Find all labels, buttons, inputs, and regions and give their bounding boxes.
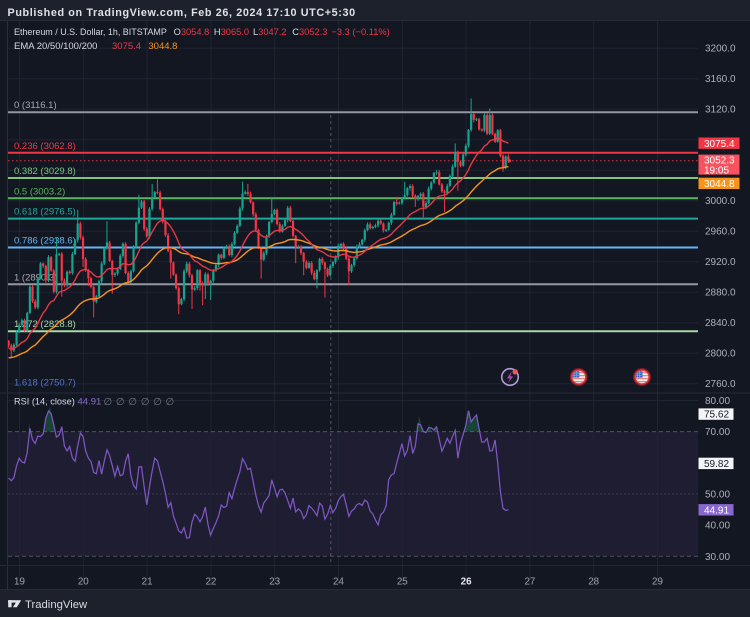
svg-text:70.00: 70.00 bbox=[705, 427, 730, 438]
svg-text:2800.0: 2800.0 bbox=[705, 349, 736, 360]
svg-text:0.786 (2938.6): 0.786 (2938.6) bbox=[14, 236, 76, 247]
svg-text:∅ ∅ ∅ ∅ ∅ ∅: ∅ ∅ ∅ ∅ ∅ ∅ bbox=[104, 397, 175, 408]
svg-text:23: 23 bbox=[269, 577, 280, 588]
svg-text:26: 26 bbox=[461, 577, 472, 588]
svg-text:44.91: 44.91 bbox=[704, 505, 729, 516]
svg-text:3052.3: 3052.3 bbox=[704, 155, 735, 166]
svg-text:3000.0: 3000.0 bbox=[705, 196, 736, 207]
svg-text:2840.0: 2840.0 bbox=[705, 318, 736, 329]
svg-text:0 (3116.1): 0 (3116.1) bbox=[14, 100, 57, 111]
svg-text:RSI (14, close)44.91: RSI (14, close) 44.91 bbox=[14, 397, 101, 408]
svg-text:27: 27 bbox=[524, 577, 535, 588]
svg-text:0.382 (3029.8): 0.382 (3029.8) bbox=[14, 166, 76, 177]
svg-text:21: 21 bbox=[142, 577, 153, 588]
svg-text:3160.0: 3160.0 bbox=[705, 74, 736, 85]
svg-text:TradingView: TradingView bbox=[25, 599, 88, 611]
svg-text:19: 19 bbox=[14, 577, 25, 588]
svg-text:3120.0: 3120.0 bbox=[705, 105, 736, 116]
svg-text:80.00: 80.00 bbox=[705, 396, 730, 407]
svg-text:Published on TradingView.com,: Published on TradingView.com, Feb 26, 20… bbox=[8, 7, 356, 19]
svg-text:24: 24 bbox=[333, 577, 344, 588]
svg-text:50.00: 50.00 bbox=[705, 489, 730, 500]
svg-text:0.5 (3003.2): 0.5 (3003.2) bbox=[14, 186, 65, 197]
svg-text:20: 20 bbox=[78, 577, 89, 588]
svg-text:1 (2890.3): 1 (2890.3) bbox=[14, 272, 57, 283]
svg-text:2920.0: 2920.0 bbox=[705, 257, 736, 268]
svg-text:22: 22 bbox=[205, 577, 216, 588]
svg-text:2760.0: 2760.0 bbox=[705, 379, 736, 390]
svg-text:29: 29 bbox=[652, 577, 663, 588]
svg-text:3075.4: 3075.4 bbox=[704, 139, 735, 150]
svg-text:0.618 (2976.5): 0.618 (2976.5) bbox=[14, 207, 76, 218]
svg-text:2880.0: 2880.0 bbox=[705, 288, 736, 299]
svg-text:2960.0: 2960.0 bbox=[705, 227, 736, 238]
svg-text:28: 28 bbox=[588, 577, 599, 588]
svg-text:1.272 (2828.8): 1.272 (2828.8) bbox=[14, 319, 76, 330]
svg-text:Ethereum / U.S. Dollar, 1h, BI: Ethereum / U.S. Dollar, 1h, BITSTAMP O305… bbox=[14, 27, 390, 37]
svg-text:0.236 (3062.8): 0.236 (3062.8) bbox=[14, 141, 76, 152]
svg-text:3200.0: 3200.0 bbox=[705, 44, 736, 55]
svg-text:1.618 (2750.7): 1.618 (2750.7) bbox=[14, 378, 76, 389]
svg-text:30.00: 30.00 bbox=[705, 552, 730, 563]
svg-text:75.62: 75.62 bbox=[704, 410, 729, 421]
svg-text:3044.8: 3044.8 bbox=[704, 179, 735, 190]
svg-text:59.82: 59.82 bbox=[704, 459, 729, 470]
svg-text:40.00: 40.00 bbox=[705, 521, 730, 532]
svg-text:19:05: 19:05 bbox=[704, 165, 729, 176]
svg-text:25: 25 bbox=[397, 577, 408, 588]
